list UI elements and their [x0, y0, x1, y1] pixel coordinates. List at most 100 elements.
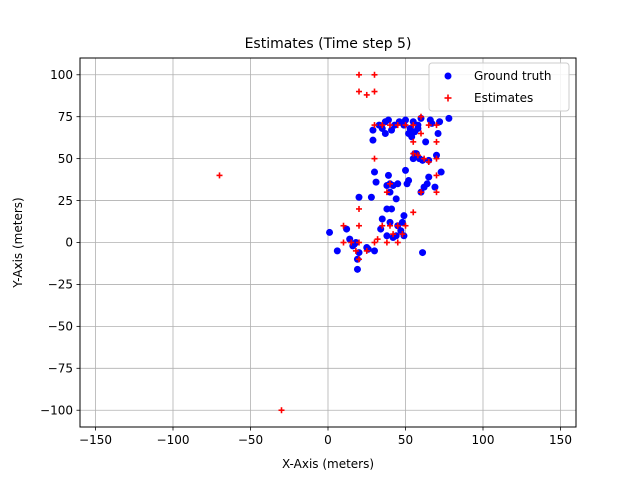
estimate-point: [421, 155, 428, 162]
estimate-point: [363, 91, 370, 98]
estimate-point: [387, 180, 393, 187]
ground-truth-point: [388, 126, 396, 134]
ground-truth-point: [402, 166, 409, 174]
ground-truth-point: [394, 180, 402, 188]
ground-truth-point: [436, 118, 444, 126]
ground-truth-point: [431, 183, 439, 191]
estimate-point: [410, 209, 417, 216]
estimate-point: [340, 239, 347, 246]
estimate-point: [414, 152, 421, 159]
ground-truth-point: [369, 126, 377, 134]
estimate-point: [379, 122, 386, 129]
estimate-point: [425, 122, 432, 129]
ground-truth-point: [355, 193, 363, 201]
estimate-point: [433, 122, 440, 129]
estimate-point: [418, 113, 424, 120]
estimate-point: [356, 222, 362, 229]
x-axis-label: X-Axis (meters): [282, 457, 374, 471]
estimate-point: [387, 222, 393, 229]
y-tick-label: 50: [58, 152, 73, 166]
y-tick-label: −75: [48, 361, 73, 375]
y-tick-label: 25: [58, 194, 73, 208]
ground-truth-point: [445, 114, 453, 122]
estimate-point: [356, 205, 362, 212]
estimate-point: [387, 122, 393, 129]
x-tick-label: 0: [324, 433, 332, 447]
x-tick-label: 50: [398, 433, 413, 447]
y-tick-label: 0: [65, 236, 73, 250]
estimate-point: [394, 239, 401, 246]
y-tick-label: −50: [48, 320, 73, 334]
estimate-point: [371, 71, 378, 78]
ground-truth-point: [367, 193, 375, 201]
x-tick-label: −150: [79, 433, 112, 447]
estimate-point: [402, 222, 409, 229]
chart-title: Estimates (Time step 5): [245, 36, 412, 52]
grid-lines: [80, 58, 576, 427]
ground-truth-point: [371, 168, 378, 176]
ground-truth-point: [386, 188, 394, 196]
estimate-point: [371, 239, 378, 246]
ground-truth-point: [383, 232, 391, 240]
ground-truth-point: [398, 218, 406, 226]
estimate-point: [390, 231, 397, 238]
legend-box: [428, 62, 570, 112]
legend-estimates-label: Estimates: [474, 91, 533, 105]
estimate-point: [340, 222, 347, 229]
estimate-point: [356, 256, 362, 263]
ground-truth-point: [423, 180, 431, 188]
estimate-point: [402, 122, 409, 129]
ground-truth-point: [425, 173, 433, 181]
estimate-point: [394, 222, 401, 229]
ground-truth-point: [434, 129, 442, 137]
estimate-point: [433, 138, 440, 145]
estimate-point: [394, 122, 401, 129]
ground-truth-point: [353, 265, 361, 273]
ground-truth-point: [405, 176, 413, 184]
ground-truth-point: [326, 228, 334, 236]
estimate-point: [418, 189, 424, 196]
y-tick-label: 100: [50, 68, 73, 82]
estimate-point: [348, 239, 355, 246]
y-tick-label: −25: [48, 278, 73, 292]
ground-truth-point: [400, 212, 408, 220]
data-points: [216, 71, 453, 414]
ground-truth-point: [433, 151, 440, 159]
estimate-point: [383, 189, 390, 196]
ground-truth-point: [388, 205, 396, 213]
ground-truth-point: [392, 195, 400, 203]
estimate-point: [399, 231, 406, 238]
estimate-point: [371, 155, 378, 162]
ground-truth-point: [437, 168, 445, 176]
estimate-point: [379, 222, 386, 229]
ground-truth-point: [422, 138, 430, 146]
legend-ground-truth-label: Ground truth: [474, 69, 552, 83]
estimate-point: [433, 172, 440, 179]
x-tick-label: 150: [549, 433, 572, 447]
ground-truth-point: [378, 124, 386, 132]
estimate-point: [410, 138, 417, 145]
estimate-point: [356, 239, 362, 246]
ground-truth-point: [369, 136, 377, 144]
y-tick-label: −100: [40, 403, 73, 417]
estimate-point: [410, 122, 417, 129]
estimate-point: [418, 130, 424, 137]
ground-truth-point: [343, 225, 351, 233]
x-tick-label: 100: [472, 433, 495, 447]
ground-truth-point: [384, 171, 392, 179]
ground-truth-point: [381, 129, 389, 137]
estimate-point: [410, 150, 417, 157]
estimate-point: [433, 155, 440, 162]
estimate-point: [374, 236, 381, 243]
estimate-point: [433, 189, 440, 196]
ground-truth-point: [386, 218, 394, 226]
estimate-point: [216, 172, 223, 179]
estimate-point: [352, 247, 359, 254]
estimate-point: [371, 88, 378, 95]
estimate-point: [356, 88, 362, 95]
ground-truth-point: [333, 247, 341, 255]
estimate-point: [356, 71, 362, 78]
x-tick-label: −100: [157, 433, 190, 447]
estimate-point: [363, 247, 370, 254]
ground-truth-point: [414, 121, 422, 129]
